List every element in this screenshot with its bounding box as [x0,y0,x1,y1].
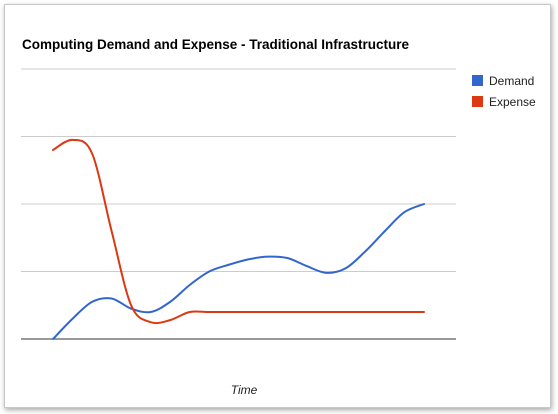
legend-label-demand: Demand [489,73,535,88]
legend-label-expense: Expense [489,94,536,109]
x-axis-label: Time [230,383,258,397]
chart-title: Computing Demand and Expense - Tradition… [22,37,410,52]
chart-plot [21,68,456,340]
chart-card: Computing Demand and Expense - Tradition… [4,4,551,408]
legend-item-demand: Demand [472,70,536,91]
series-line-demand [52,203,425,340]
legend-swatch-demand [472,75,483,86]
legend-swatch-expense [472,96,483,107]
series-line-expense [52,138,425,325]
legend-item-expense: Expense [472,91,536,112]
chart-legend: Demand Expense [472,70,536,112]
